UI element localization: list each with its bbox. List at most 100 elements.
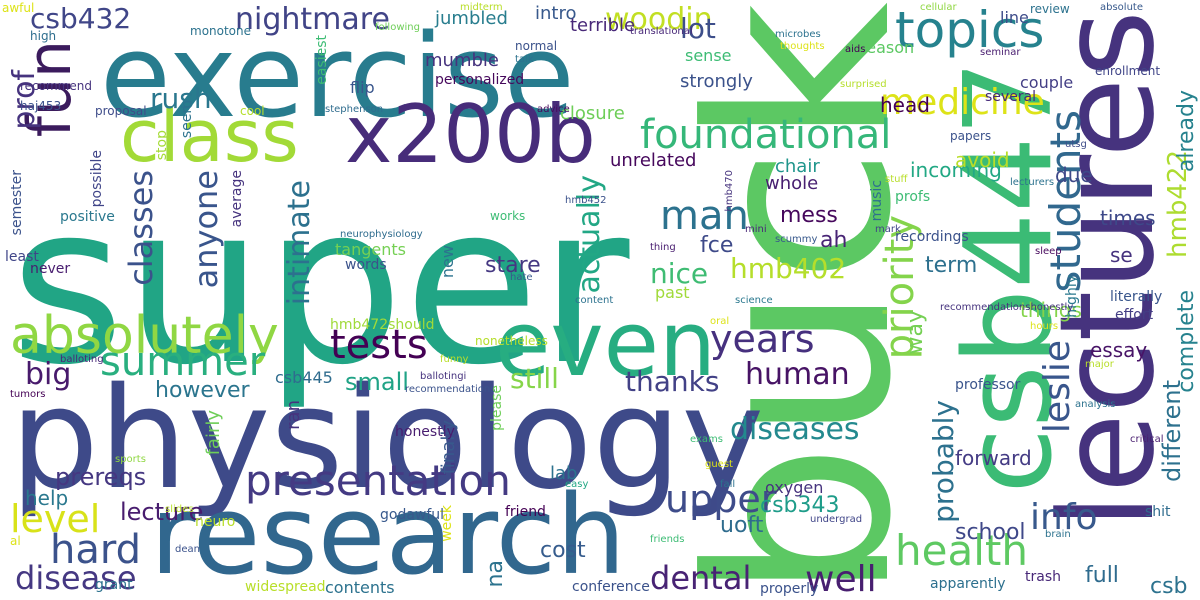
word-cloud-word: thanks [625,365,720,398]
word-cloud-word: stephenson [325,104,384,115]
word-cloud-word: still [510,362,559,395]
word-cloud-word: least [5,249,39,265]
word-cloud-word: actually [572,175,607,294]
word-cloud-word: new [438,245,457,279]
word-cloud-word: upper [665,477,777,521]
word-cloud-word: csb445 [275,368,333,387]
word-cloud-word: rush [150,82,212,115]
word-cloud-word: lecture [120,498,204,526]
word-cloud-word: midterm [460,2,503,13]
word-cloud-word: info [1030,497,1098,538]
word-cloud-word: man [660,193,749,239]
word-cloud-word: dental [650,559,752,597]
word-cloud-word: professor [955,377,1021,393]
word-cloud-word: stuff [885,174,908,185]
word-cloud-word: even [495,292,717,397]
word-cloud-word: following [375,22,420,33]
word-cloud-word: whole [765,173,819,194]
word-cloud-word: foundational [640,112,892,158]
word-cloud-word: hate [510,272,533,283]
word-cloud-word: mumble [425,50,499,71]
word-cloud-word: widespread [245,579,326,595]
word-cloud-word: conference [572,579,650,595]
word-cloud-word: sports [115,454,146,465]
word-cloud-word: prereqs [55,463,147,491]
word-cloud-word: words [345,257,387,273]
word-cloud-word: recommend [20,79,92,93]
word-cloud-word: translational [630,26,693,37]
word-cloud-word: csb [1150,574,1188,599]
word-cloud-word: cost [540,538,586,563]
word-cloud-word: presentation [245,456,511,505]
word-cloud-word: trash [1025,569,1061,585]
word-cloud-word: unrelated [610,150,697,171]
word-cloud-word: major [1085,359,1114,370]
word-cloud-word: possible [89,150,105,208]
word-cloud-word: probably [927,400,960,523]
word-cloud-word: avoid [955,148,1010,172]
word-cloud-word: stop [154,130,170,161]
word-cloud-word: mark [875,224,901,235]
word-cloud-word: brain [1045,529,1071,540]
word-cloud-word: forward [955,446,1032,470]
word-cloud-word: closure [560,103,625,124]
word-cloud-word: super [10,157,630,413]
word-cloud-word: average [229,170,245,228]
word-cloud-word: already [1174,90,1199,173]
word-cloud-word: scummy [775,234,818,245]
word-cloud-word: music [869,180,885,222]
word-cloud-word: friend [505,504,546,520]
word-cloud-word: undergrad [810,514,863,525]
word-cloud-word: incoming [910,158,1002,182]
word-cloud-word: se [1110,243,1133,267]
word-cloud-word: times [1100,206,1156,230]
word-cloud-word: slides [165,504,194,515]
word-cloud-word: human [745,357,850,392]
word-cloud-word: nice [650,257,709,290]
word-cloud-word: nightmare [235,2,390,37]
word-cloud-word: enrollment [1095,64,1161,78]
word-cloud-word: content [575,295,614,306]
word-cloud-word: school [955,520,1026,545]
word-cloud-word: class [120,94,299,178]
word-cloud-word: fall [720,479,736,490]
word-cloud-word: flip [350,78,375,97]
word-cloud-word: level [10,497,101,541]
word-cloud-word: critical [1130,434,1164,445]
word-cloud-word: properly [760,581,819,597]
word-cloud-word: papers [950,129,992,143]
word-cloud-word: fce [700,233,734,258]
word-cloud-word: classes [122,170,160,286]
word-cloud-word: never [30,261,71,277]
word-cloud-word: personalized [435,72,525,88]
word-cloud-word: tangents [335,240,406,259]
word-cloud-word: different [1158,380,1186,482]
word-cloud-word: recordings [895,229,969,245]
word-cloud-word: haj453 [20,99,62,113]
word-cloud-word: way [903,310,928,355]
word-cloud-word: thoughts [780,41,825,52]
word-cloud-word: sleep [1035,246,1062,257]
word-cloud-word: couple [1020,73,1074,92]
word-cloud-word: seminar [980,47,1021,58]
word-cloud-word: jumbled [435,8,508,29]
word-cloud-word: seem [179,100,195,139]
word-cloud-word: complete [1174,290,1199,393]
word-cloud-word: cool [240,104,265,118]
word-cloud-word: surprised [840,79,887,90]
word-cloud-word: honestly [395,424,455,440]
word-cloud-word: ah [820,228,848,253]
word-cloud-word: well [805,559,877,600]
word-cloud-word: semester [9,170,25,236]
word-cloud-word: fairly [203,410,224,456]
word-cloud-word: sense [685,46,732,65]
word-cloud-word: medicine [880,82,1045,123]
word-cloud-word: things [1020,298,1082,322]
word-cloud-word: hmb472should [330,317,435,333]
word-cloud-word: easiest [314,35,330,85]
word-cloud-word: lab [550,463,578,484]
word-cloud-word: recommendations [405,384,496,395]
word-cloud-word: csb343 [760,493,840,518]
word-cloud-word: ballotingi [420,371,467,382]
